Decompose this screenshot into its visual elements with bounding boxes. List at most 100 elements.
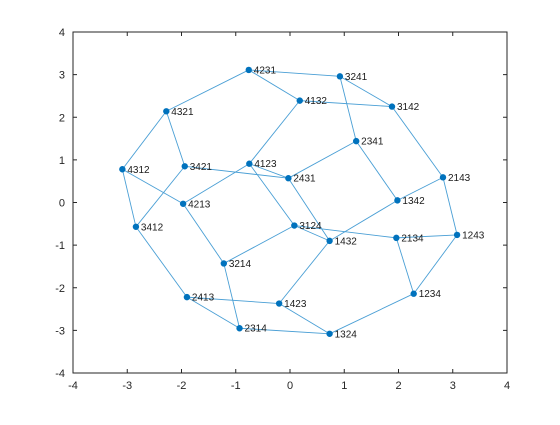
edge-2314-1324 [239, 327, 330, 335]
y-tick-label: 3 [59, 70, 65, 82]
edge-2143-1342 [397, 176, 444, 201]
edge-4312-3412 [121, 169, 137, 227]
node-marker-2134 [393, 234, 400, 242]
x-tick-label: 2 [395, 380, 401, 392]
y-tick-label: 4 [59, 27, 65, 39]
edge-4231-4132 [248, 69, 300, 102]
node-marker-3124 [291, 222, 298, 229]
edge-1423-1324 [278, 303, 330, 335]
x-tick-label: -4 [68, 380, 78, 392]
node-marker-2314 [236, 325, 243, 332]
nodes-layer [119, 66, 461, 337]
x-tick-label: -2 [177, 380, 187, 392]
node-marker-4231 [245, 66, 252, 74]
node-label-4321: 4321 [171, 107, 194, 118]
edge-3124-2134 [294, 225, 397, 239]
node-marker-1234 [410, 290, 417, 297]
y-tick-label: -2 [55, 283, 65, 295]
edge-4123-3124 [248, 163, 295, 226]
y-tick-label: -3 [55, 325, 65, 337]
x-axis: -4 -3 -2 -1 0 1 2 3 4 [68, 32, 510, 392]
x-tick-label: -3 [122, 380, 132, 392]
node-marker-1432 [326, 237, 333, 245]
edge-2134-1234 [395, 237, 415, 294]
edge-3412-2413 [135, 226, 188, 298]
node-label-2134: 2134 [401, 233, 424, 244]
node-marker-3214 [220, 260, 228, 267]
node-label-4213: 4213 [188, 199, 211, 210]
edge-4132-3142 [299, 100, 393, 108]
node-marker-3412 [132, 223, 140, 230]
x-tick-label: 0 [287, 380, 293, 392]
node-marker-4321 [163, 108, 170, 115]
edge-2431-1432 [287, 177, 330, 242]
node-label-1234: 1234 [419, 289, 442, 300]
node-label-2413: 2413 [192, 293, 215, 304]
edge-1342-1432 [329, 199, 398, 242]
node-labels-layer: 4231 3241 4132 3142 4321 2341 4123 3421 4312 2431… [127, 65, 484, 340]
axes-background [73, 32, 507, 373]
node-marker-1342 [394, 197, 401, 204]
x-tick-label: 1 [341, 380, 347, 392]
node-label-4132: 4132 [305, 96, 328, 107]
node-marker-2431 [285, 175, 292, 182]
edge-2413-2314 [186, 296, 240, 329]
node-label-4231: 4231 [254, 65, 277, 76]
node-label-1324: 1324 [335, 329, 358, 340]
node-marker-2143 [439, 174, 447, 181]
node-marker-1423 [275, 300, 283, 307]
edge-2341-1342 [355, 140, 398, 201]
edge-1432-1423 [278, 240, 330, 304]
edge-3214-2314 [223, 263, 240, 329]
edge-3241-2341 [339, 76, 357, 142]
edge-4321-3421 [165, 111, 186, 167]
edge-2413-1423 [186, 296, 280, 304]
node-marker-4123 [246, 160, 253, 167]
edge-2143-1243 [442, 177, 458, 236]
edge-1243-1234 [413, 234, 458, 294]
edge-3241-3142 [339, 75, 393, 107]
node-marker-4132 [296, 97, 303, 104]
y-tick-label: 0 [59, 198, 65, 210]
edge-3124-1432 [294, 225, 330, 242]
node-label-3124: 3124 [299, 221, 322, 232]
node-marker-4213 [179, 200, 187, 207]
node-label-4312: 4312 [127, 165, 150, 176]
x-tick-label: -1 [231, 380, 241, 392]
node-label-2341: 2341 [361, 137, 384, 148]
edge-4213-3214 [182, 203, 225, 264]
edge-3142-2143 [391, 106, 444, 178]
node-marker-4312 [119, 166, 126, 173]
node-label-4123: 4123 [254, 159, 277, 170]
edges-layer [121, 69, 458, 335]
edge-1234-1324 [329, 293, 414, 335]
edge-4312-4213 [122, 168, 184, 205]
node-marker-3142 [388, 103, 396, 110]
node-marker-1243 [453, 231, 461, 239]
y-tick-label: -4 [55, 368, 65, 380]
node-label-1342: 1342 [402, 196, 425, 207]
edge-4231-3241 [248, 69, 340, 77]
node-label-2314: 2314 [245, 324, 268, 335]
node-marker-3241 [336, 73, 344, 80]
edge-4321-4312 [122, 111, 167, 170]
node-label-3412: 3412 [141, 222, 164, 233]
x-tick-label: 3 [450, 380, 456, 392]
node-label-3214: 3214 [229, 259, 252, 270]
node-label-3142: 3142 [397, 102, 420, 113]
node-label-2431: 2431 [293, 174, 316, 185]
y-tick-label: 2 [59, 112, 65, 124]
x-tick-label: 4 [504, 380, 510, 392]
node-marker-2413 [183, 293, 191, 301]
node-label-3241: 3241 [345, 72, 368, 83]
node-label-3421: 3421 [190, 162, 213, 173]
edge-4231-4321 [166, 69, 249, 112]
edge-3421-2431 [184, 165, 289, 179]
node-marker-2341 [352, 137, 360, 145]
edge-2341-2431 [288, 140, 357, 179]
node-marker-3421 [181, 163, 188, 170]
edge-1243-2134 [396, 234, 458, 239]
